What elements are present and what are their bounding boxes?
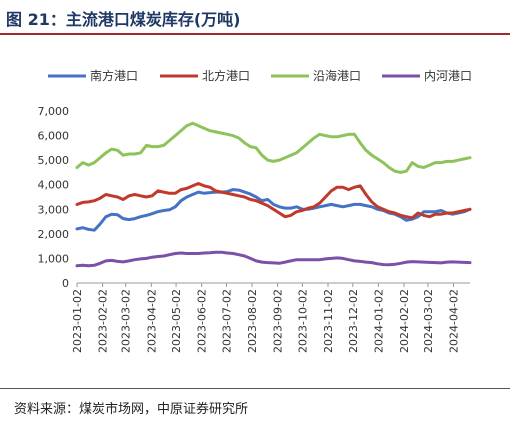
series-line-3: [75, 121, 472, 174]
x-tick-label: 2023-03-02: [120, 289, 133, 353]
legend-label: 内河港口: [424, 69, 472, 83]
y-tick-label: 3,000: [38, 203, 70, 216]
legend-label: 沿海港口: [313, 68, 361, 83]
y-tick-label: 0: [62, 277, 69, 290]
series-line-1: [75, 188, 472, 232]
x-tick-label: 2023-09-02: [272, 289, 285, 353]
x-tick-label: 2023-07-02: [220, 289, 233, 353]
x-tick-label: 2024-03-02: [422, 289, 435, 353]
legend-label: 南方港口: [90, 68, 138, 83]
series-line-2: [75, 182, 472, 220]
x-tick-label: 2024-01-02: [372, 289, 385, 353]
x-tick-label: 2024-04-02: [447, 289, 460, 353]
x-tick-label: 2023-10-02: [296, 289, 309, 353]
x-axis: 2023-01-02 2023-02-02 2023-03-02 2023-04-02…: [71, 282, 470, 353]
source-note: 资料来源：煤炭市场网，中原证券研究所: [14, 402, 249, 417]
legend-label: 北方港口: [202, 68, 250, 83]
figure-header: 图 21：主流港口煤炭库存(万吨): [0, 0, 510, 34]
x-tick-label: 2023-08-02: [246, 289, 259, 353]
y-tick-label: 2,000: [38, 228, 70, 241]
x-tick-label: 2023-12-02: [347, 289, 360, 353]
plot-area: [75, 121, 472, 268]
header-rule: [0, 33, 510, 35]
footer-rule: [0, 388, 510, 389]
figure-title: 图 21：主流港口煤炭库存(万吨): [6, 10, 241, 29]
legend: 南方港口 北方港口 沿海港口 内河港口: [48, 68, 472, 83]
x-tick-label: 2023-01-02: [71, 289, 84, 353]
y-tick-label: 1,000: [38, 252, 70, 265]
series-line-4: [75, 250, 472, 268]
x-tick-label: 2023-11-02: [322, 289, 335, 353]
x-tick-label: 2023-06-02: [196, 289, 209, 353]
x-tick-label: 2023-02-02: [97, 289, 110, 353]
line-chart: 南方港口 北方港口 沿海港口 内河港口 0 1,000 2,000 3,000 4,000 5,…: [38, 68, 473, 353]
y-tick-label: 5,000: [38, 154, 70, 167]
y-axis: 0 1,000 2,000 3,000 4,000 5,000 6,000 7,000: [38, 105, 70, 290]
y-tick-label: 6,000: [38, 130, 70, 143]
x-tick-label: 2023-04-02: [145, 289, 158, 353]
y-tick-label: 7,000: [38, 105, 70, 118]
y-tick-label: 4,000: [38, 179, 70, 192]
x-tick-label: 2024-02-02: [398, 289, 411, 353]
x-tick-label: 2023-05-02: [170, 289, 183, 353]
